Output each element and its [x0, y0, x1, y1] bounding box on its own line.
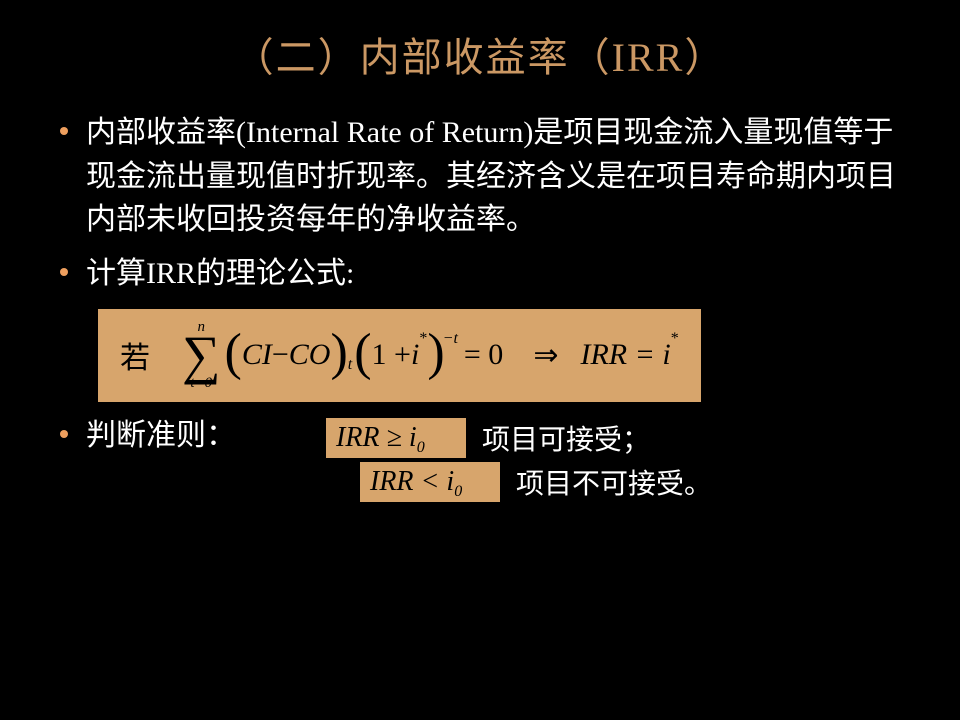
bullet-3-text: 判断准则：: [86, 414, 236, 458]
sup-star2: *: [671, 330, 679, 348]
term-ci: CI: [242, 338, 272, 372]
eq-zero: = 0: [464, 338, 503, 372]
slide-title: （二）内部收益率（IRR）: [60, 25, 900, 83]
rule-1-math: IRR ≥ i0: [326, 418, 466, 458]
sigma-symbol: ∑: [182, 336, 221, 375]
bullet-1: 内部收益率(Internal Rate of Return)是项目现金流入量现值…: [60, 111, 900, 242]
term-i: i: [411, 338, 419, 372]
rule-1-sub: 0: [417, 439, 425, 456]
result-irr: IRR = i: [580, 338, 670, 372]
rule-2-expr: IRR < i: [370, 466, 454, 497]
lparen2: (: [354, 335, 371, 371]
lparen1: (: [225, 335, 242, 371]
formula-box: 若 n ∑ t=0 ( CI − CO ) t ( 1 + i * ) −t =…: [98, 309, 701, 402]
rule-1-expr: IRR ≥ i: [336, 422, 417, 453]
sup-star1: *: [419, 330, 427, 348]
formula-lead: 若: [120, 333, 150, 377]
exp-neg-t: −t: [443, 330, 458, 348]
term-1plus: 1 +: [372, 338, 411, 372]
bullet-2-text: 计算IRR的理论公式:: [86, 252, 354, 296]
rule-2-math: IRR < i0: [360, 462, 500, 502]
bullet-3: 判断准则：: [60, 414, 236, 458]
op-minus: −: [272, 338, 289, 372]
rule-2-sub: 0: [454, 483, 462, 500]
bullet-dot-icon: [60, 430, 68, 438]
term-co: CO: [289, 338, 331, 372]
implies-icon: ⇒: [533, 338, 558, 373]
bullet-dot-icon: [60, 268, 68, 276]
sub-t: t: [348, 356, 352, 374]
rule-1-text: 项目可接受；: [482, 418, 650, 458]
sigma-icon: n ∑ t=0: [182, 319, 221, 392]
rule-2-text: 项目不可接受。: [516, 462, 712, 502]
bullet-1-text: 内部收益率(Internal Rate of Return)是项目现金流入量现值…: [86, 111, 900, 242]
sigma-lower: t=0: [190, 375, 212, 392]
bullet-dot-icon: [60, 127, 68, 135]
rparen1: ): [330, 335, 347, 371]
bullet-2: 计算IRR的理论公式:: [60, 252, 900, 296]
